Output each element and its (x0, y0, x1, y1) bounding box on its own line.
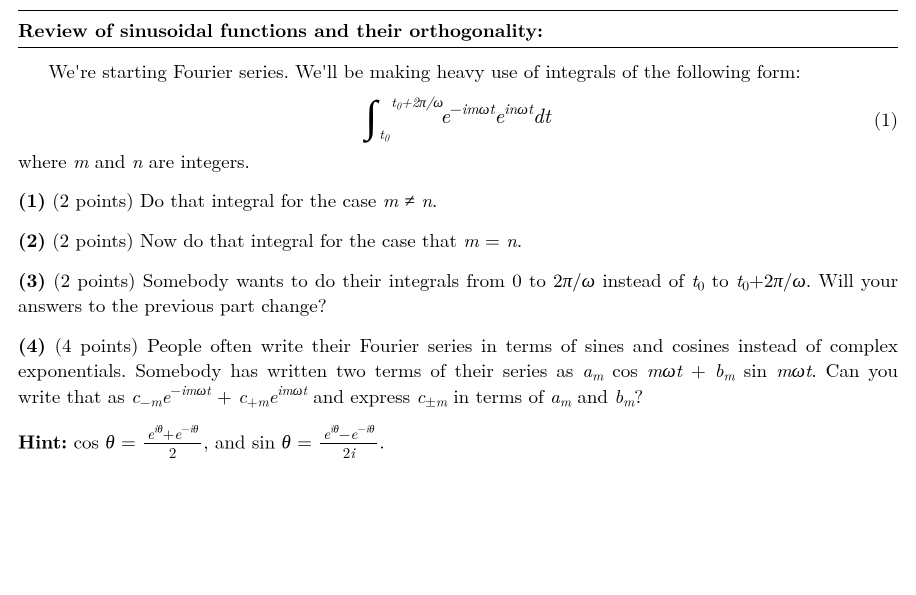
q2-label: (2) (18, 225, 46, 253)
equation-body: ∫ t0+2π/ω t0 e−imωteinωtdt (18, 97, 838, 139)
cos-fraction: eiθ+e−iθ 2 (144, 426, 201, 461)
integral-sign: ∫ t0+2π/ω t0 (365, 97, 377, 139)
intro-paragraph: We're starting Fourier series. We'll be … (18, 58, 898, 84)
question-3: (3) (2 points) Somebody wants to do thei… (18, 267, 898, 318)
q4-label: (4) (18, 330, 46, 358)
hint-label: Hint: (18, 426, 67, 454)
q2-points: (2 points) (52, 226, 133, 253)
q1-points: (2 points) (52, 186, 133, 213)
equation-number: (1) (838, 106, 898, 132)
integrand: e−imωteinωtdt (440, 100, 550, 130)
q3-points: (2 points) (53, 266, 135, 293)
question-2: (2) (2 points) Now do that integral for … (18, 227, 898, 253)
q3-label: (3) (18, 265, 46, 293)
title-underline-rule (18, 47, 898, 48)
q4-points: (4 points) (55, 331, 139, 358)
sin-fraction: eiθ−e−iθ 2i (320, 426, 377, 461)
question-4: (4) (4 points) People often write their … (18, 332, 898, 409)
equation-1: ∫ t0+2π/ω t0 e−imωteinωtdt (1) (18, 97, 898, 139)
q1-label: (1) (18, 185, 46, 213)
where-clause: where m and n are integers. (18, 148, 898, 174)
section-title: Review of sinusoidal functions and their… (18, 11, 898, 47)
hint: Hint: cos θ = eiθ+e−iθ 2 , and sin θ = e… (18, 427, 898, 462)
question-1: (1) (2 points) Do that integral for the … (18, 187, 898, 213)
